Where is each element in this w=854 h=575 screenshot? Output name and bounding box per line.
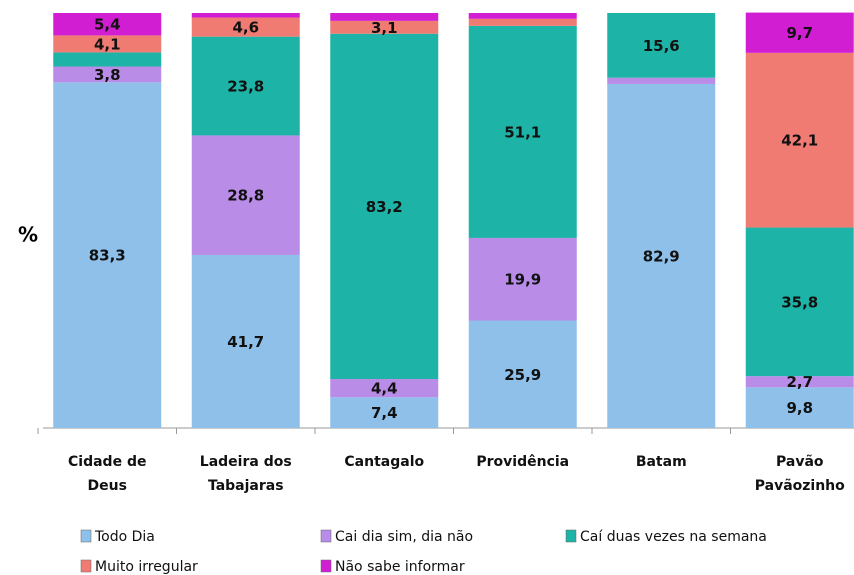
bar-segment: [191, 17, 300, 37]
x-tick-label: Cantagalo: [344, 454, 425, 470]
legend-label: Muito irregular: [95, 559, 198, 575]
value-label: 28,8: [227, 187, 264, 205]
bar-segment: [53, 13, 162, 36]
value-label: 19,9: [504, 271, 541, 289]
legend-swatch: [320, 559, 332, 573]
value-label: 23,8: [227, 78, 264, 96]
value-label: 83,3: [89, 247, 126, 265]
value-label: 4,1: [94, 35, 121, 53]
bar-segment: [191, 135, 300, 255]
bar-segment: [468, 237, 577, 321]
legend-label: Todo Dia: [94, 529, 155, 545]
value-label: 9,8: [786, 399, 813, 417]
value-label: 15,6: [643, 37, 680, 55]
bar-segment: [330, 379, 439, 398]
legend-swatch: [565, 529, 577, 543]
value-label: 25,9: [504, 366, 541, 384]
x-tick-label: Providência: [476, 454, 570, 470]
legend-label: Não sabe informar: [335, 559, 465, 575]
legend-swatch: [80, 559, 92, 573]
bar-segment: [607, 77, 716, 84]
bar-segment: [745, 52, 854, 228]
bar-segment: [468, 25, 577, 238]
x-tick-label: Cidade de Deus: [68, 454, 147, 494]
bar-segment: [53, 66, 162, 83]
bar-segment: [745, 12, 854, 53]
bar-segment: [468, 18, 577, 26]
bar-segment: [53, 52, 162, 67]
legend-label: Caí duas vezes na semana: [580, 529, 767, 545]
value-label: 4,4: [371, 380, 398, 398]
value-label: 2,7: [786, 373, 813, 391]
value-label: 51,1: [504, 123, 541, 141]
bar-segment: [330, 33, 439, 380]
legend-label: Cai dia sim, dia não: [335, 529, 473, 545]
bar-segment: [330, 13, 439, 21]
legend-swatch: [80, 529, 92, 543]
value-label: 7,4: [371, 404, 398, 422]
bar-segment: [468, 13, 577, 19]
bar-segment: [607, 13, 716, 78]
value-label: 83,2: [366, 198, 403, 216]
bar-segment: [53, 82, 162, 429]
bar-segment: [191, 254, 300, 428]
y-label: %: [18, 223, 38, 247]
bar-segment: [745, 376, 854, 388]
bar-segment: [330, 20, 439, 34]
value-label: 4,6: [232, 19, 259, 37]
bar-segment: [607, 83, 716, 428]
value-label: 9,7: [786, 24, 813, 42]
x-tick-label: Ladeira dos Tabajaras: [199, 454, 292, 494]
value-label: 82,9: [643, 247, 680, 265]
x-tick-label: Batam: [635, 454, 687, 470]
bar-segment: [745, 387, 854, 428]
legend-swatch: [320, 529, 332, 543]
value-label: 41,7: [227, 333, 264, 351]
bar-segment: [53, 35, 162, 53]
value-label: 35,8: [781, 293, 818, 311]
bar-segment: [745, 227, 854, 377]
value-label: 5,4: [94, 16, 121, 34]
x-tick-label: Pavão Pavãozinho: [754, 454, 845, 494]
bar-segment: [191, 36, 300, 136]
bar-segment: [468, 320, 577, 428]
value-label: 3,1: [371, 19, 398, 37]
bar-segment: [330, 397, 439, 428]
value-label: 42,1: [781, 132, 818, 150]
bar-segment: [191, 13, 300, 18]
value-label: 3,8: [94, 66, 121, 84]
